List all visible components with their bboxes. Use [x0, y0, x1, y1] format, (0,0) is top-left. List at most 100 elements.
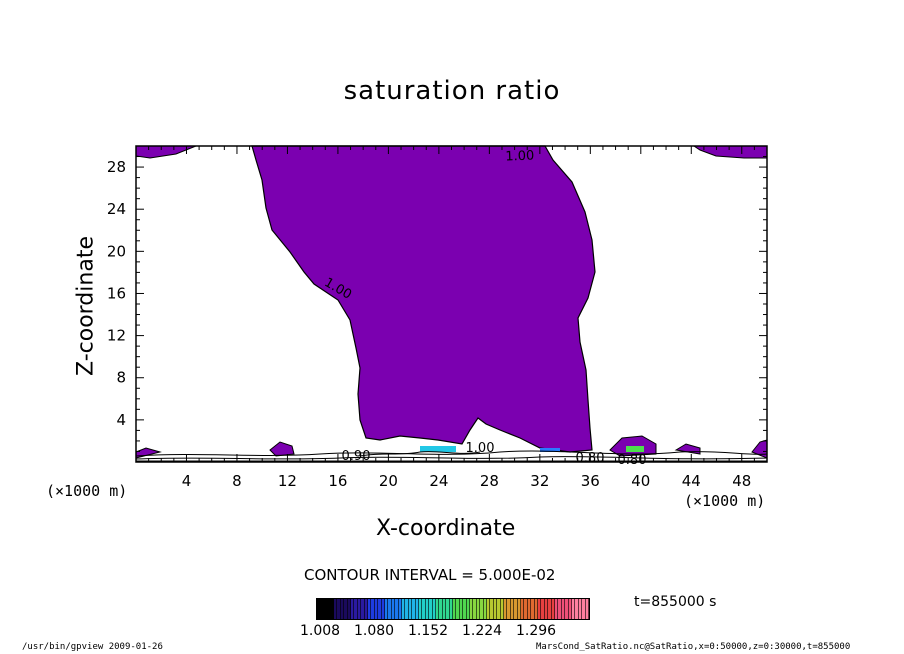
colorbar-cell [561, 599, 566, 619]
y-tick-label: 24 [107, 200, 126, 218]
colorbar-cell [565, 599, 569, 619]
colorbar-cell [330, 599, 334, 619]
colorbar-label-5: 1.296 [516, 623, 557, 639]
y-tick-label: 12 [107, 327, 126, 345]
y-axis-label: Z-coordinate [73, 236, 99, 376]
colorbar-cell [442, 599, 447, 619]
y-tick-label: 4 [116, 411, 126, 429]
x-tick-label: 44 [682, 472, 701, 490]
x-unit-left: (×1000 m) [46, 482, 128, 500]
contour-label: 0.90 [342, 449, 371, 464]
colorbar-cell [480, 599, 484, 619]
colorbar [316, 598, 590, 620]
contour-label: 0.80 [576, 451, 605, 466]
colorbar-cell [422, 599, 426, 619]
saturated-patch-top-right [692, 145, 768, 159]
colorbar-cell [453, 599, 457, 619]
contour-interval: CONTOUR INTERVAL = 5.000E-02 [304, 566, 556, 584]
colorbar-cell [473, 599, 477, 619]
blip-green [626, 446, 644, 452]
colorbar-cell [323, 599, 328, 619]
colorbar-cell [575, 599, 579, 619]
colorbar-cell [483, 599, 487, 619]
saturated-patch-bottom-4 [751, 439, 768, 459]
colorbar-cell [344, 599, 348, 619]
colorbar-cell [351, 599, 355, 619]
x-tick-label: 24 [429, 472, 448, 490]
colorbar-cell [541, 599, 545, 619]
x-tick-label: 40 [631, 472, 650, 490]
x-tick-label: 12 [278, 472, 297, 490]
saturated-patch-bottom-5 [135, 447, 162, 459]
colorbar-cell [493, 599, 498, 619]
colorbar-cell [517, 599, 521, 619]
colorbar-cell [500, 599, 504, 619]
colorbar-cell [425, 599, 430, 619]
colorbar-label-4: 1.224 [462, 623, 503, 639]
colorbar-cell [405, 599, 409, 619]
y-tick-label: 20 [107, 242, 126, 260]
colorbar-cell [466, 599, 470, 619]
x-tick-label: 36 [581, 472, 600, 490]
colorbar-cell [317, 599, 321, 619]
colorbar-cell [368, 599, 372, 619]
colorbar-cell [568, 599, 572, 619]
x-tick-label: 8 [232, 472, 242, 490]
colorbar-cell [578, 599, 583, 619]
colorbar-cell [364, 599, 368, 619]
contour-label: 1.00 [505, 149, 534, 165]
colorbar-cell [347, 599, 351, 619]
time-label: t=855000 s [634, 594, 717, 610]
colorbar-cell [388, 599, 392, 619]
colorbar-cell [412, 599, 416, 619]
colorbar-cell [354, 599, 358, 619]
colorbar-label-1: 1.008 [300, 623, 341, 639]
colorbar-cell [531, 599, 535, 619]
colorbar-cell [408, 599, 413, 619]
colorbar-cell [582, 599, 586, 619]
colorbar-cell [585, 599, 589, 619]
colorbar-cell [538, 599, 542, 619]
blip-cyan [420, 446, 456, 452]
colorbar-cell [497, 599, 501, 619]
colorbar-cell [555, 599, 559, 619]
colorbar-cell [504, 599, 508, 619]
colorbar-cell [487, 599, 491, 619]
blip-blue [540, 448, 560, 452]
colorbar-cell [395, 599, 399, 619]
colorbar-cell [398, 599, 402, 619]
x-tick-label: 16 [328, 472, 347, 490]
colorbar-cell [463, 599, 467, 619]
colorbar-cell [320, 599, 324, 619]
saturated-region-plume [251, 145, 596, 453]
colorbar-cell [459, 599, 464, 619]
x-tick-label: 28 [480, 472, 499, 490]
x-tick-label: 32 [530, 472, 549, 490]
colorbar-cell [439, 599, 443, 619]
contour-label: 1.00 [466, 441, 495, 456]
colorbar-cell [527, 599, 532, 619]
colorbar-cell [470, 599, 474, 619]
colorbar-cell [551, 599, 555, 619]
colorbar-cell [534, 599, 538, 619]
footer-left: /usr/bin/gpview 2009-01-26 [22, 642, 163, 652]
colorbar-cell [337, 599, 341, 619]
colorbar-cell [415, 599, 419, 619]
contour-labels: 1.001.001.000.90 0.80 0.80 [321, 149, 646, 468]
colorbar-cell [402, 599, 406, 619]
colorbar-cell [361, 599, 365, 619]
colorbar-cell [558, 599, 562, 619]
colorbar-cell [391, 599, 396, 619]
colorbar-cell [449, 599, 453, 619]
x-tick-label: 48 [732, 472, 751, 490]
colorbar-cell [507, 599, 511, 619]
colorbar-cell [371, 599, 375, 619]
chart-title: saturation ratio [343, 76, 561, 106]
x-tick-label: 4 [182, 472, 192, 490]
colorbar-cell [521, 599, 525, 619]
y-axis-ticks: 4 8 12 16 20 24 28 [107, 156, 767, 452]
colorbar-cell [327, 599, 331, 619]
colorbar-cell [436, 599, 440, 619]
x-axis-ticks: 4 8 12 16 20 24 28 32 36 40 44 48 [148, 146, 755, 490]
colorbar-cell [429, 599, 433, 619]
